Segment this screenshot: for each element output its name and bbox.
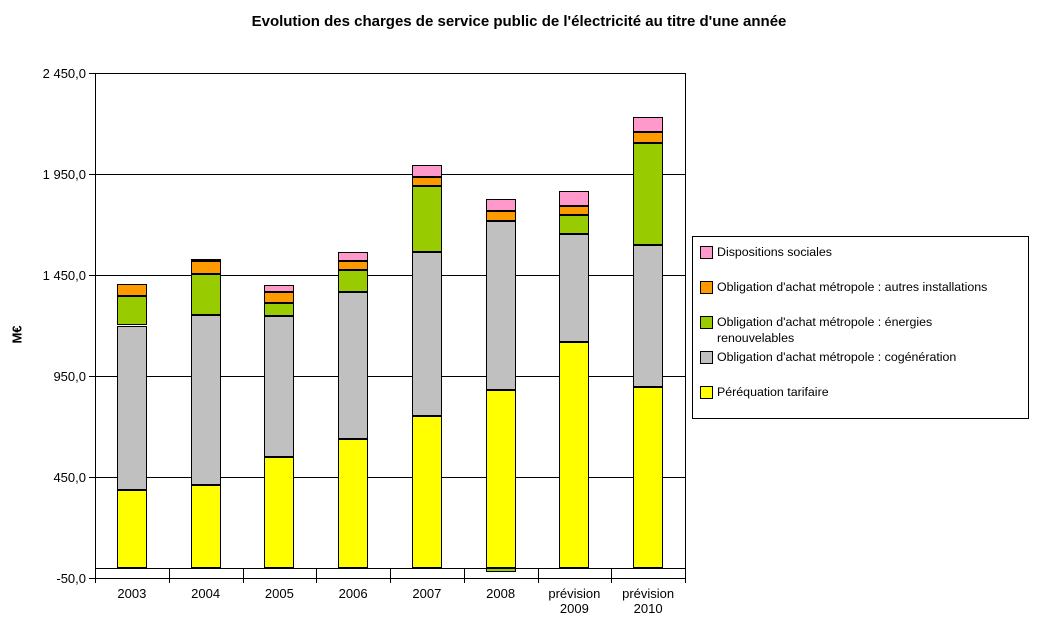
bar-segment bbox=[116, 296, 147, 326]
gridline bbox=[95, 275, 685, 276]
bar-segment bbox=[559, 233, 590, 342]
x-axis-tick bbox=[463, 567, 465, 583]
legend-item: Obligation d'achat métropole : cogénérat… bbox=[700, 349, 1024, 365]
bar-segment bbox=[411, 186, 442, 252]
bar-segment bbox=[485, 221, 516, 391]
y-axis-tick-label: 950,0 bbox=[53, 369, 86, 384]
bar-segment bbox=[190, 273, 221, 316]
x-axis-label: 2005 bbox=[264, 586, 294, 601]
x-axis-tick bbox=[242, 567, 244, 583]
legend-swatch bbox=[700, 246, 713, 259]
y-axis-tick bbox=[89, 73, 95, 74]
y-axis-tick bbox=[89, 578, 95, 579]
y-axis-tick bbox=[89, 376, 95, 377]
bar-segment bbox=[338, 269, 369, 293]
bar-segment bbox=[116, 490, 147, 568]
bar-segment bbox=[264, 291, 295, 304]
x-axis-tick bbox=[685, 567, 686, 583]
bar-segment bbox=[264, 303, 295, 317]
x-axis-label: 2008 bbox=[486, 586, 516, 601]
legend-swatch bbox=[700, 351, 713, 364]
bar-segment bbox=[633, 142, 664, 245]
legend: Dispositions sociales Obligation d'achat … bbox=[692, 236, 1029, 419]
bar-segment bbox=[190, 259, 221, 262]
bar-segment bbox=[190, 315, 221, 486]
legend-item: Dispositions sociales bbox=[700, 244, 1024, 260]
x-axis-label: 2007 bbox=[412, 586, 442, 601]
y-axis-tick-label: 1 450,0 bbox=[42, 268, 86, 283]
bar-segment bbox=[633, 387, 664, 568]
x-axis-line bbox=[95, 567, 685, 569]
bar-segment bbox=[633, 244, 664, 388]
bar-segment bbox=[264, 316, 295, 457]
bar-segment bbox=[264, 456, 295, 568]
legend-item: Péréquation tarifaire bbox=[700, 384, 1024, 400]
y-axis-tick-label: 450,0 bbox=[53, 470, 86, 485]
bar-segment bbox=[633, 131, 664, 143]
bar-segment bbox=[411, 176, 442, 187]
x-axis-tick bbox=[611, 567, 613, 583]
legend-label: Dispositions sociales bbox=[717, 245, 833, 259]
x-axis-label: 2003 bbox=[117, 586, 147, 601]
y-axis-tick bbox=[89, 275, 95, 276]
x-axis-label: prévision 2010 bbox=[622, 586, 675, 616]
x-axis-label: 2004 bbox=[191, 586, 221, 601]
x-axis-tick bbox=[168, 567, 170, 583]
bar-segment bbox=[190, 260, 221, 274]
bar-segment bbox=[633, 117, 664, 132]
bar-segment bbox=[411, 164, 442, 177]
bar-segment bbox=[338, 292, 369, 439]
y-axis-tick-label: 2 450,0 bbox=[42, 66, 86, 81]
bar-segment bbox=[116, 325, 147, 491]
bar-segment bbox=[190, 485, 221, 568]
x-axis-tick bbox=[95, 567, 96, 583]
bar-segment bbox=[559, 341, 590, 568]
bar-segment bbox=[338, 251, 369, 261]
bar-segment bbox=[338, 260, 369, 270]
bar-segment bbox=[411, 416, 442, 568]
y-axis-tick bbox=[89, 174, 95, 175]
bar-segment bbox=[559, 206, 590, 216]
bar-segment bbox=[485, 199, 516, 212]
legend-swatch bbox=[700, 281, 713, 294]
legend-label: Péréquation tarifaire bbox=[717, 385, 829, 399]
plot-area bbox=[95, 73, 686, 579]
y-axis-title: M€ bbox=[9, 325, 25, 344]
x-axis-label: 2006 bbox=[338, 586, 368, 601]
legend-swatch bbox=[700, 316, 713, 329]
bar-segment bbox=[485, 211, 516, 222]
x-axis-tick bbox=[316, 567, 318, 583]
y-axis-tick bbox=[89, 477, 95, 478]
bar-segment bbox=[264, 285, 295, 292]
y-axis-tick-label: -50,0 bbox=[56, 571, 86, 586]
y-axis-tick-label: 1 950,0 bbox=[42, 167, 86, 182]
legend-item: Obligation d'achat métropole : autres in… bbox=[700, 279, 1024, 295]
bar-segment bbox=[411, 251, 442, 417]
bar-segment bbox=[485, 390, 516, 568]
gridline bbox=[95, 477, 685, 478]
bar-segment bbox=[559, 215, 590, 234]
x-axis-tick bbox=[390, 567, 391, 583]
legend-label: Obligation d'achat métropole : énergies r… bbox=[717, 315, 933, 345]
legend-item: Obligation d'achat métropole : énergies r… bbox=[700, 314, 1024, 346]
gridline bbox=[95, 376, 685, 377]
legend-label: Obligation d'achat métropole : autres in… bbox=[717, 280, 988, 294]
bar-segment bbox=[559, 190, 590, 207]
bar-segment bbox=[338, 438, 369, 568]
x-axis-tick bbox=[537, 567, 539, 583]
gridline bbox=[95, 174, 685, 175]
legend-swatch bbox=[700, 386, 713, 399]
legend-label: Obligation d'achat métropole : cogénérat… bbox=[717, 350, 957, 364]
bar-segment bbox=[116, 284, 147, 297]
x-axis-label: prévision 2009 bbox=[548, 586, 601, 616]
chart-title: Evolution des charges de service public … bbox=[251, 13, 787, 30]
